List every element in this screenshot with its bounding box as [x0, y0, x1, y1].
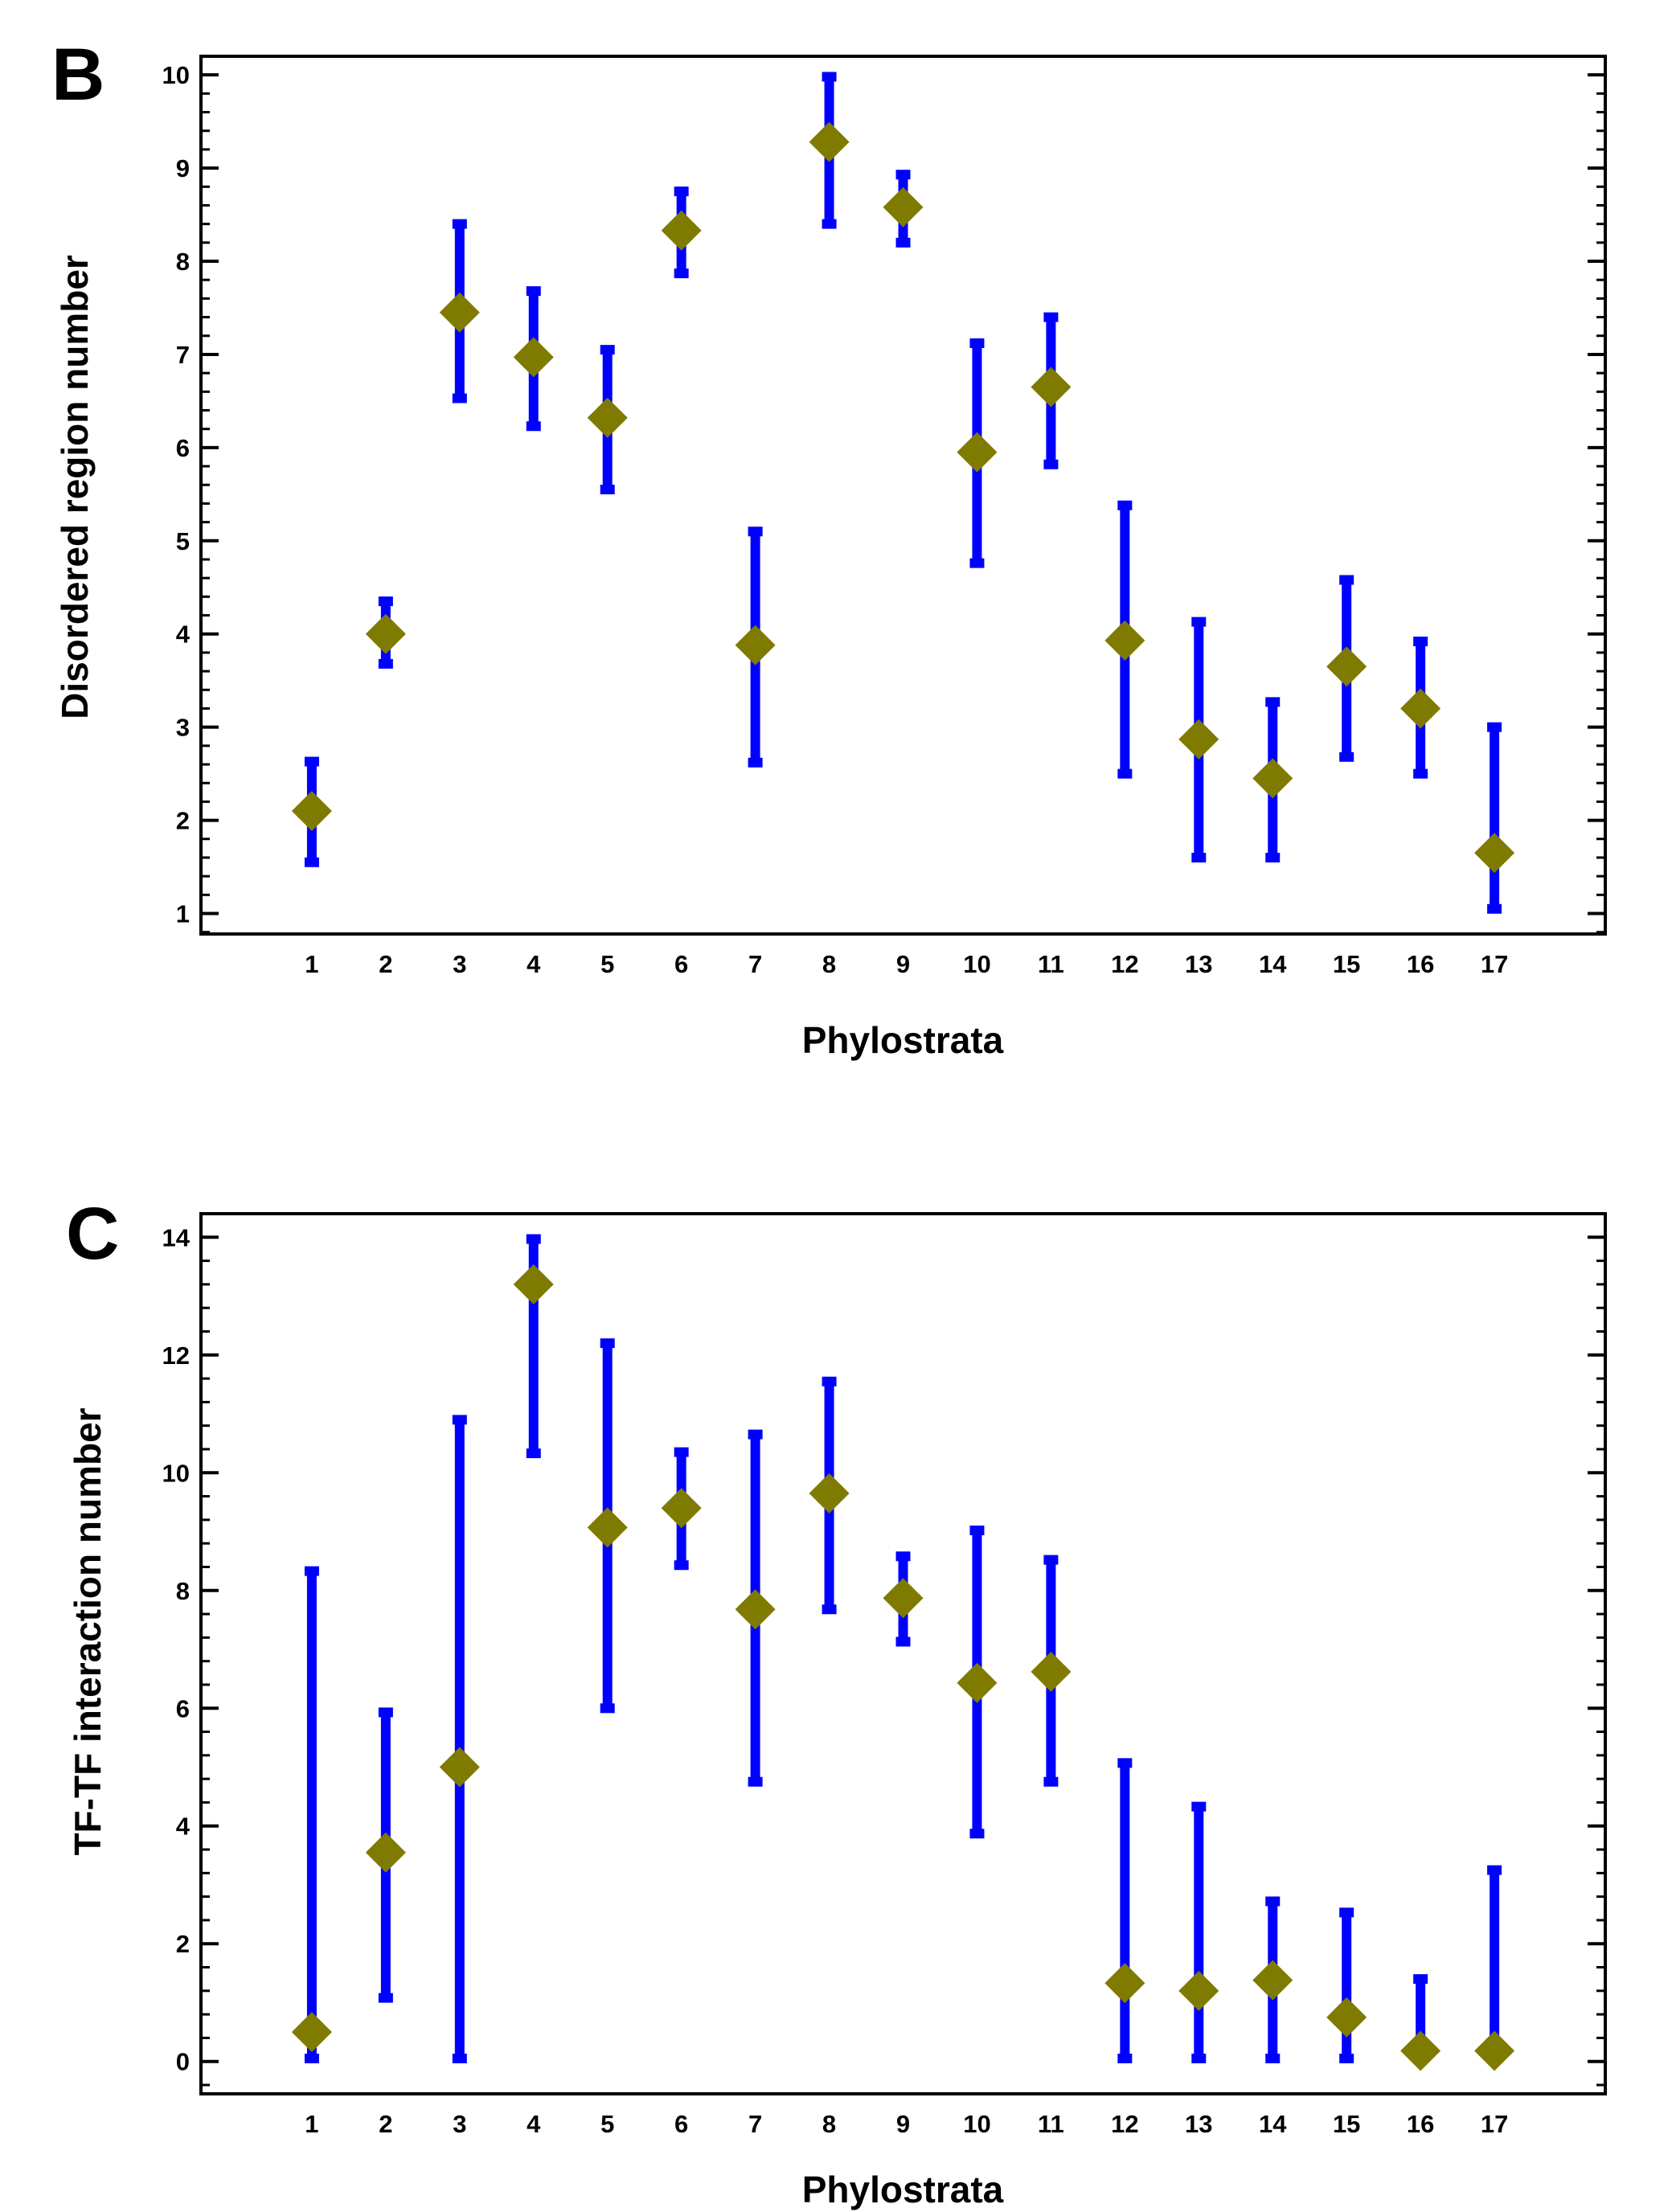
panel-c-x-tick-label: 14	[1259, 2110, 1287, 2138]
panel-c-mean-marker-2	[365, 1832, 406, 1873]
panel-c-x-tick-label: 15	[1333, 2110, 1360, 2138]
panel-b-x-tick-label: 1	[305, 950, 318, 978]
panel-c-y-tick-label: 8	[176, 1577, 190, 1605]
panel-c-x-tick-label: 5	[600, 2110, 614, 2138]
panel-b-y-tick-label: 3	[176, 714, 190, 742]
panel-c-y-tick-label: 0	[176, 2048, 190, 2076]
panel-b-mean-marker-4	[513, 337, 554, 378]
panel-b-y-tick-label: 6	[176, 434, 190, 462]
panel-b-y-tick-label: 5	[176, 527, 190, 555]
panel-c-y-axis-title: TF-TF interaction number	[67, 1407, 109, 1855]
panel-b-y-tick-label: 7	[176, 341, 190, 369]
panel-c-x-tick-label: 4	[527, 2110, 541, 2138]
panel-b-x-tick-label: 4	[527, 950, 541, 978]
panel-b-x-axis-title: Phylostrata	[802, 1019, 1004, 1061]
panel-c-x-tick-label: 16	[1407, 2110, 1434, 2138]
panel-b-mean-marker-2	[365, 613, 406, 654]
panel-b-mean-marker-1	[291, 790, 332, 831]
panel-c-y-tick-label: 6	[176, 1694, 190, 1722]
panel-b-mean-marker-14	[1252, 758, 1293, 799]
panel-b-y-tick-label: 8	[176, 248, 190, 276]
panel-b-mean-marker-12	[1104, 620, 1145, 661]
panel-b-plot-frame	[199, 55, 1607, 936]
panel-b-y-tick-label: 4	[176, 621, 191, 649]
panel-b-mean-marker-10	[957, 432, 998, 473]
panel-c-x-tick-label: 8	[822, 2110, 836, 2138]
panel-b-y-tick-label: 2	[176, 807, 190, 835]
panel-c-mean-marker-9	[883, 1578, 924, 1619]
panel-c-mean-marker-3	[439, 1747, 480, 1788]
panel-c-x-tick-label: 6	[674, 2110, 688, 2138]
panel-c-mean-marker-14	[1252, 1960, 1293, 2001]
panel-c-y-tick-label: 12	[162, 1342, 190, 1370]
panel-b-x-tick-label: 8	[822, 950, 836, 978]
panel-c-mean-marker-8	[809, 1473, 850, 1514]
panel-b-mean-marker-13	[1178, 719, 1219, 760]
panel-c-mean-marker-16	[1400, 2030, 1441, 2071]
panel-b-mean-marker-17	[1474, 833, 1515, 874]
panel-c-x-tick-label: 12	[1111, 2110, 1138, 2138]
panel-c-y-tick-label: 14	[162, 1223, 191, 1251]
panel-c-y-tick-label: 10	[162, 1459, 190, 1487]
panel-b-mean-marker-5	[587, 397, 628, 438]
panel-c-mean-marker-6	[661, 1488, 702, 1529]
panel-c-mean-marker-1	[291, 2012, 332, 2053]
panel-b-x-tick-label: 7	[748, 950, 762, 978]
panel-b-x-tick-label: 13	[1185, 950, 1212, 978]
panel-c-mean-marker-17	[1474, 2030, 1515, 2071]
panel-b-x-tick-label: 11	[1038, 950, 1064, 978]
panel-c-x-tick-label: 11	[1038, 2110, 1064, 2138]
panel-b-x-tick-label: 6	[674, 950, 688, 978]
panel-c-x-tick-label: 7	[748, 2110, 762, 2138]
panel-c-mean-marker-12	[1104, 1963, 1145, 2004]
panel-c-mean-marker-15	[1326, 1997, 1367, 2038]
panel-b-y-tick-label: 10	[162, 61, 190, 89]
panel-b-y-axis-title: Disordered region number	[54, 255, 96, 719]
panel-c-x-tick-label: 10	[963, 2110, 990, 2138]
panel-b-x-tick-label: 5	[600, 950, 614, 978]
panel-b-mean-marker-15	[1326, 646, 1367, 687]
panel-b-mean-marker-11	[1031, 367, 1072, 408]
panel-c-y-tick-label: 2	[176, 1930, 190, 1958]
panel-b-mean-marker-7	[735, 625, 776, 666]
panel-b-y-tick-label: 1	[176, 899, 190, 928]
panel-b-y-tick-label: 9	[176, 154, 190, 182]
panel-b-mean-marker-9	[883, 186, 924, 227]
panel-c-x-tick-label: 9	[896, 2110, 910, 2138]
panel-b-mean-marker-8	[809, 121, 850, 162]
panel-b-x-tick-label: 2	[379, 950, 392, 978]
panel-c-letter: C	[66, 1193, 119, 1275]
panel-b-x-tick-label: 10	[963, 950, 990, 978]
panel-c-mean-marker-13	[1178, 1970, 1219, 2011]
panel-c-mean-marker-5	[587, 1507, 628, 1548]
panel-c-x-axis-title: Phylostrata	[802, 2169, 1004, 2210]
panel-b-mean-marker-16	[1400, 688, 1441, 729]
panel-c-mean-marker-4	[513, 1264, 554, 1305]
panel-b-letter: B	[51, 34, 104, 116]
panel-b-x-tick-label: 12	[1111, 950, 1138, 978]
panel-c-plot-frame	[199, 1212, 1607, 2095]
panel-b-mean-marker-6	[661, 210, 702, 251]
panel-c-x-tick-label: 1	[305, 2110, 318, 2138]
panel-b-x-tick-label: 15	[1333, 950, 1360, 978]
panel-c-mean-marker-7	[735, 1589, 776, 1630]
panel-b-x-tick-label: 14	[1259, 950, 1287, 978]
panel-c-y-tick-label: 4	[176, 1813, 191, 1841]
panel-c-x-tick-label: 2	[379, 2110, 392, 2138]
panel-b-x-tick-label: 9	[896, 950, 910, 978]
panel-c-mean-marker-11	[1031, 1651, 1072, 1692]
panel-b-x-tick-label: 16	[1407, 950, 1434, 978]
panel-c-mean-marker-10	[957, 1662, 998, 1703]
panel-b-x-tick-label: 3	[453, 950, 466, 978]
panel-c-x-tick-label: 17	[1481, 2110, 1508, 2138]
panel-b-x-tick-label: 17	[1481, 950, 1508, 978]
panel-b-mean-marker-3	[439, 292, 480, 333]
panel-c-x-tick-label: 3	[453, 2110, 466, 2138]
panel-c-x-tick-label: 13	[1185, 2110, 1212, 2138]
